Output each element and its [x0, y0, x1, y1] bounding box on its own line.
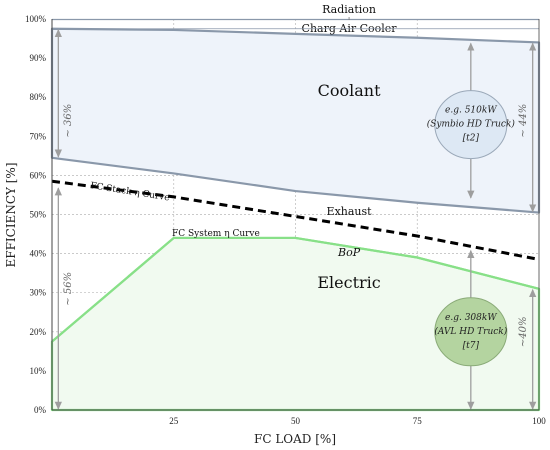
label-system_curve: FC System η Curve: [172, 229, 260, 239]
x-tick-label: 100: [532, 416, 546, 426]
share-label: ~40%: [518, 316, 529, 347]
callout-text: e.g. 308kW: [445, 313, 497, 323]
callout-text: [t7]: [463, 341, 480, 351]
series-line-stack: [51, 179, 540, 261]
y-tick-label: 80%: [30, 92, 47, 102]
y-tick-label: 10%: [30, 366, 47, 376]
x-tick-label: 75: [413, 416, 423, 426]
callout-text: [t2]: [463, 134, 480, 144]
series-layer: [51, 179, 540, 343]
y-tick-label: 30%: [30, 288, 47, 298]
tick-layer: 0% 10% 20% 30% 40% 50% 60% 70% 80% 90% 100% 25 50 75 1…: [25, 14, 546, 426]
y-tick-label: 70%: [30, 131, 47, 141]
series-line-system: [51, 236, 540, 343]
callout-text: (Symbio HD Truck): [427, 119, 516, 130]
y-axis-title: EFFICIENCY [%]: [4, 162, 18, 267]
y-tick-label: 50%: [30, 210, 47, 220]
share-label: ~ 44%: [518, 104, 529, 138]
label-radiation: Radiation: [322, 3, 376, 16]
callout-bubble: [434, 90, 508, 160]
label-exhaust: Exhaust: [327, 205, 373, 218]
y-tick-label: 90%: [30, 53, 47, 63]
x-axis-title: FC LOAD [%]: [254, 432, 336, 446]
axis-layer: [51, 19, 540, 411]
y-tick-label: 60%: [30, 170, 47, 180]
callout-layer: e.g. 510kW (Symbio HD Truck) [t2] e.g. 308k…: [427, 90, 516, 367]
callout-text: (AVL HD Truck): [434, 326, 507, 337]
label-electric: Electric: [317, 273, 380, 292]
x-tick-label: 50: [291, 416, 301, 426]
callout-bubble: [434, 297, 508, 367]
label-bop: BoP: [337, 246, 361, 259]
share-label: ~ 36%: [63, 104, 74, 138]
share-label: ~ 56%: [63, 272, 74, 306]
callout-text: e.g. 510kW: [445, 106, 497, 116]
y-tick-label: 0%: [34, 405, 47, 415]
y-tick-label: 100%: [25, 14, 47, 24]
y-tick-label: 40%: [30, 249, 47, 259]
y-tick-label: 20%: [30, 327, 47, 337]
x-tick-label: 25: [169, 416, 179, 426]
label-stack_curve: FC Stack η Curve: [90, 181, 171, 203]
label-coolant: Coolant: [318, 81, 381, 100]
